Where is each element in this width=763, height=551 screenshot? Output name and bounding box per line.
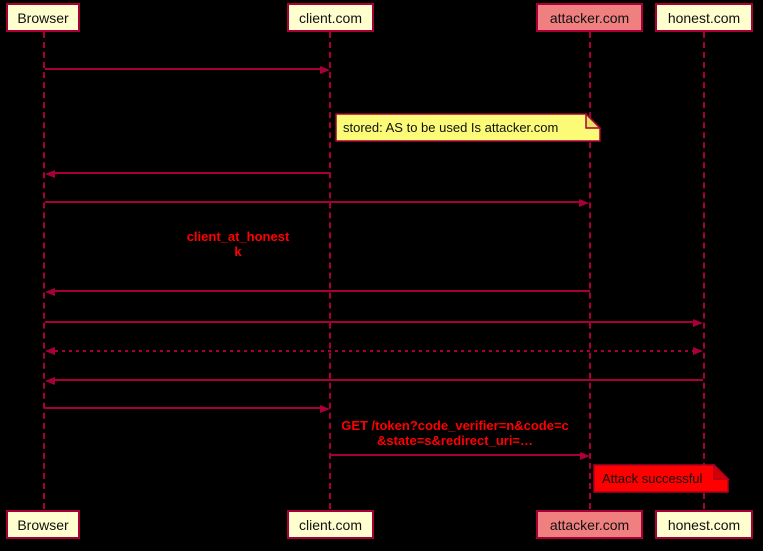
lifeline-attacker bbox=[589, 32, 591, 509]
message-label-client-at-honest: client_at_honest k bbox=[88, 229, 388, 259]
participant-label: client.com bbox=[298, 9, 363, 26]
participant-label: honest.com bbox=[667, 516, 741, 533]
participant-label: attacker.com bbox=[549, 9, 630, 26]
lifeline-client bbox=[329, 32, 331, 509]
note-fold-corner bbox=[585, 113, 602, 129]
arrow-honest-to-browser bbox=[45, 377, 703, 385]
message-label-line2: &state=s&redirect_uri=… bbox=[376, 433, 534, 448]
arrow-browser-to-honest bbox=[45, 319, 703, 327]
note-fold-corner bbox=[713, 464, 730, 480]
participant-client-bottom: client.com bbox=[287, 510, 374, 539]
participant-honest-bottom: honest.com bbox=[655, 510, 753, 539]
lifeline-browser bbox=[43, 32, 45, 509]
note-body bbox=[335, 113, 601, 142]
arrow-browser-honest-dotted-bidirectional bbox=[45, 347, 703, 355]
participant-label: client.com bbox=[298, 516, 363, 533]
note-body bbox=[593, 464, 729, 493]
participant-client-top: client.com bbox=[287, 3, 374, 32]
arrow-client-to-attacker bbox=[331, 452, 590, 460]
participant-label: attacker.com bbox=[549, 516, 630, 533]
participant-browser-top: Browser bbox=[6, 3, 80, 32]
message-label-line2: k bbox=[234, 244, 242, 259]
note-text: stored: AS to be used Is attacker.com bbox=[343, 120, 558, 135]
participant-label: Browser bbox=[17, 9, 69, 26]
participant-attacker-bottom: attacker.com bbox=[536, 510, 643, 539]
note-text: Attack successful bbox=[602, 471, 703, 486]
participant-label: honest.com bbox=[667, 9, 741, 26]
message-label-line1: client_at_honest bbox=[186, 229, 290, 244]
arrow-client-to-browser bbox=[45, 170, 330, 178]
arrow-browser-to-attacker bbox=[45, 199, 589, 207]
note-attack-successful: Attack successful bbox=[593, 464, 730, 493]
arrow-browser-to-client-2 bbox=[45, 405, 330, 413]
participant-attacker-top: attacker.com bbox=[536, 3, 643, 32]
message-label-line1: GET /token?code_verifier=n&code=c bbox=[341, 418, 569, 433]
message-label-token-request: GET /token?code_verifier=n&code=c &state… bbox=[305, 418, 605, 448]
participant-honest-top: honest.com bbox=[655, 3, 753, 32]
arrow-attacker-to-browser bbox=[45, 288, 590, 296]
arrow-browser-to-client-1 bbox=[45, 66, 330, 74]
participant-browser-bottom: Browser bbox=[6, 510, 80, 539]
lifeline-honest bbox=[703, 32, 705, 509]
participant-label: Browser bbox=[17, 516, 69, 533]
note-stored-as: stored: AS to be used Is attacker.com bbox=[335, 113, 602, 142]
